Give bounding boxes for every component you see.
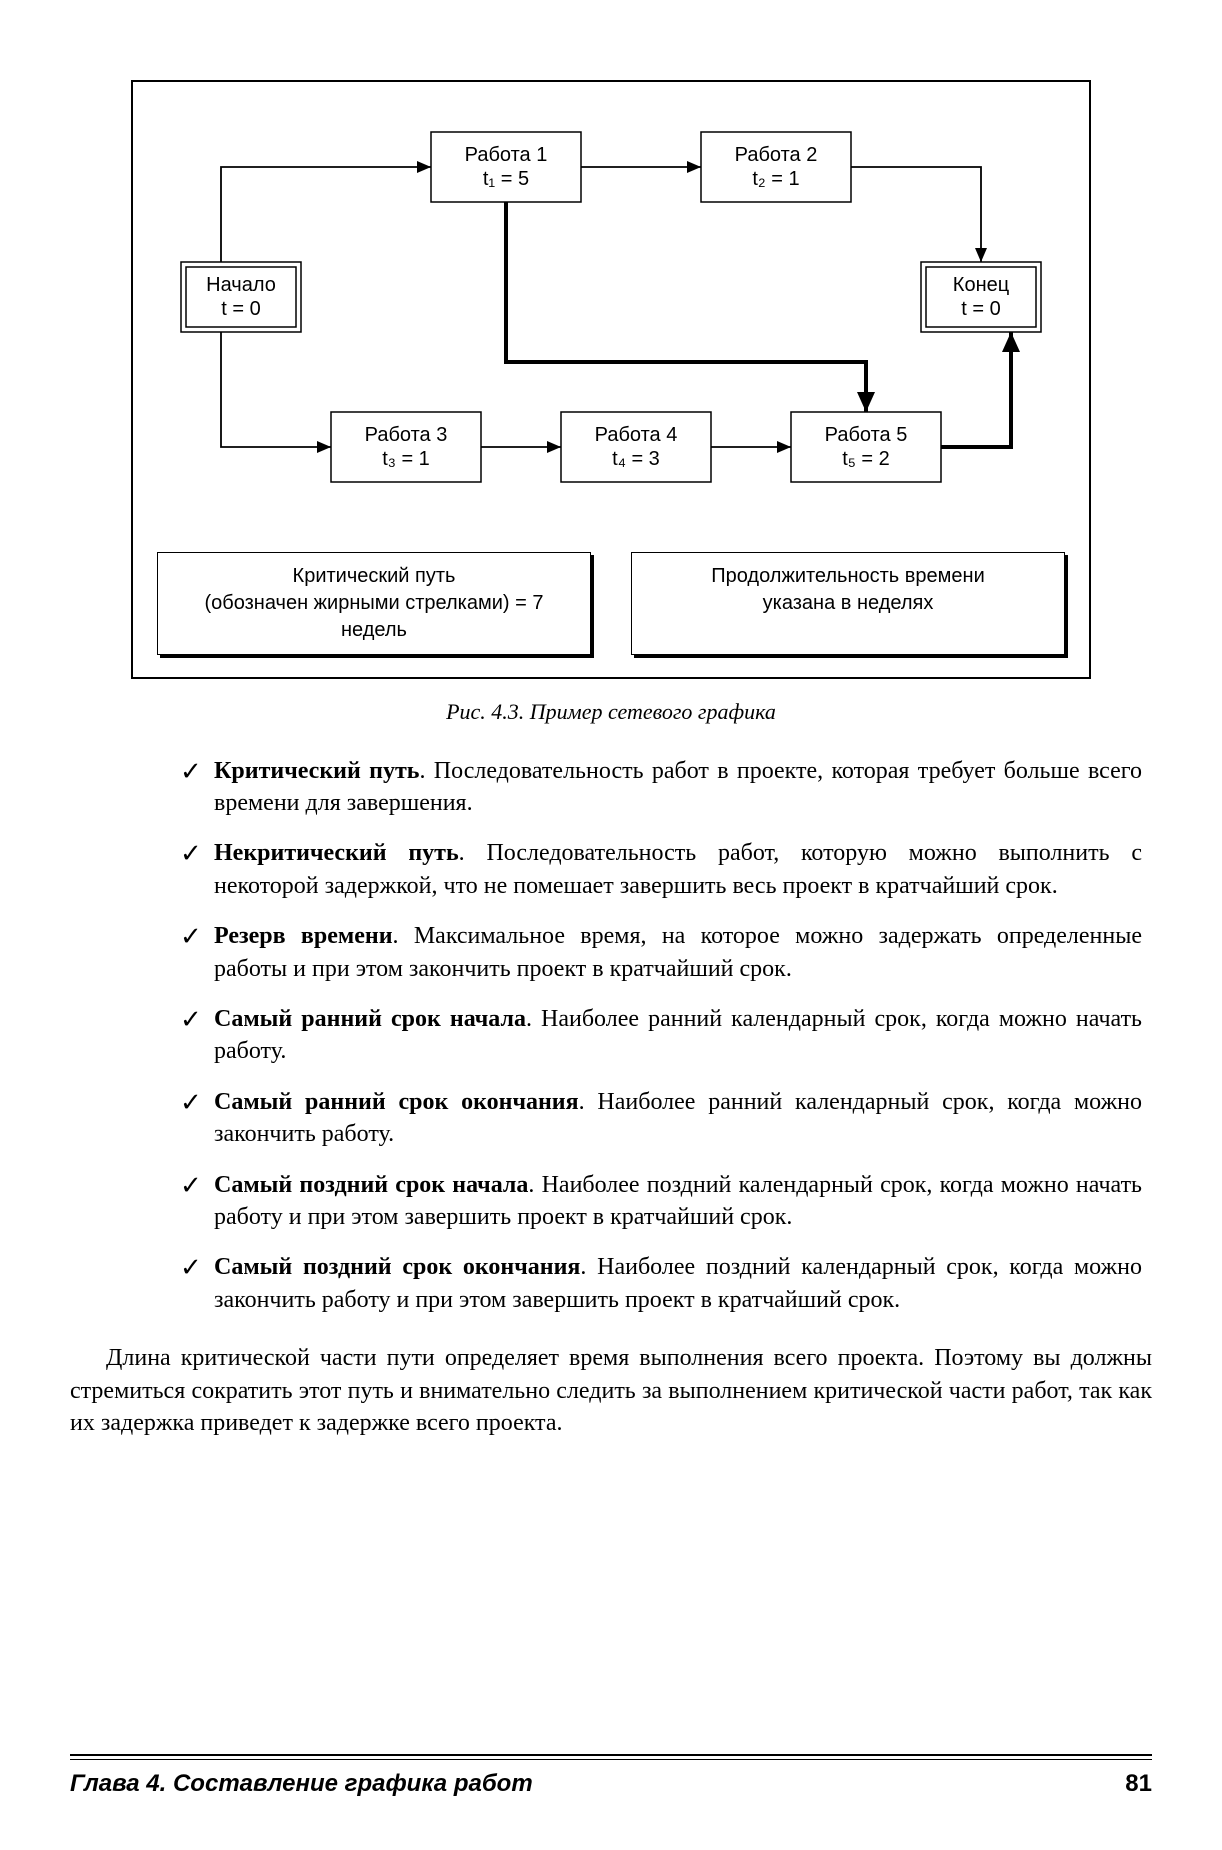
- chapter-label: Глава 4. Составление графика работ: [70, 1768, 533, 1800]
- definition-term: Критический путь: [214, 758, 419, 784]
- page-number: 81: [1125, 1768, 1152, 1800]
- node-w5: Работа 5t₅ = 2: [791, 412, 941, 482]
- svg-text:Начало: Начало: [206, 274, 276, 296]
- svg-text:Работа 5: Работа 5: [825, 424, 908, 446]
- legend-line: (обозначен жирными стрелками) = 7 недель: [180, 590, 568, 644]
- definition-term: Самый поздний срок окончания: [214, 1254, 580, 1280]
- check-icon: ✓: [180, 1251, 214, 1281]
- svg-text:Работа 3: Работа 3: [365, 424, 448, 446]
- svg-text:t₁ = 5: t₁ = 5: [483, 168, 529, 190]
- check-icon: ✓: [180, 837, 214, 867]
- definition-text: Самый поздний срок начала. Наиболее позд…: [214, 1169, 1142, 1234]
- definition-term: Самый ранний срок начала: [214, 1006, 526, 1032]
- check-icon: ✓: [180, 1169, 214, 1199]
- svg-text:Работа 2: Работа 2: [735, 144, 818, 166]
- svg-text:Работа 4: Работа 4: [595, 424, 678, 446]
- svg-text:t = 0: t = 0: [961, 298, 1000, 320]
- definition-item: ✓Критический путь. Последовательность ра…: [180, 755, 1142, 820]
- svg-text:t₃ = 1: t₃ = 1: [382, 448, 430, 470]
- definition-text: Самый ранний срок начала. Наиболее ранни…: [214, 1003, 1142, 1068]
- definition-term: Самый поздний срок начала: [214, 1172, 528, 1198]
- legend-time-units: Продолжительность времени указана в неде…: [631, 552, 1065, 655]
- definition-text: Критический путь. Последовательность раб…: [214, 755, 1142, 820]
- definition-item: ✓Некритический путь. Последовательность …: [180, 837, 1142, 902]
- svg-text:t₂ = 1: t₂ = 1: [752, 168, 799, 190]
- definition-item: ✓Самый ранний срок начала. Наиболее ранн…: [180, 1003, 1142, 1068]
- network-diagram: Началоt = 0Работа 1t₁ = 5Работа 2t₂ = 1Р…: [161, 112, 1061, 522]
- figure-caption: Рис. 4.3. Пример сетевого графика: [70, 697, 1152, 727]
- svg-text:t₅ = 2: t₅ = 2: [842, 448, 890, 470]
- legend-line: указана в неделях: [654, 590, 1042, 617]
- legend-row: Критический путь (обозначен жирными стре…: [157, 552, 1065, 655]
- definition-item: ✓Самый ранний срок окончания. Наиболее р…: [180, 1086, 1142, 1151]
- svg-text:t = 0: t = 0: [221, 298, 260, 320]
- node-w4: Работа 4t₄ = 3: [561, 412, 711, 482]
- node-end: Конецt = 0: [921, 262, 1041, 332]
- legend-critical-path: Критический путь (обозначен жирными стре…: [157, 552, 591, 655]
- definitions-list: ✓Критический путь. Последовательность ра…: [180, 755, 1142, 1316]
- svg-text:t₄ = 3: t₄ = 3: [612, 448, 660, 470]
- legend-line: Продолжительность времени: [654, 563, 1042, 590]
- svg-text:Конец: Конец: [953, 274, 1009, 296]
- definition-term: Некритический путь: [214, 840, 459, 866]
- definition-text: Некритический путь. Последовательность р…: [214, 837, 1142, 902]
- definition-text: Самый поздний срок окончания. Наиболее п…: [214, 1251, 1142, 1316]
- definition-item: ✓Самый поздний срок начала. Наиболее поз…: [180, 1169, 1142, 1234]
- legend-line: Критический путь: [180, 563, 568, 590]
- definition-text: Резерв времени. Максимальное время, на к…: [214, 920, 1142, 985]
- definition-term: Самый ранний срок окончания: [214, 1089, 579, 1115]
- svg-text:Работа 1: Работа 1: [465, 144, 548, 166]
- check-icon: ✓: [180, 920, 214, 950]
- node-start: Началоt = 0: [181, 262, 301, 332]
- footer-rule: [70, 1754, 1152, 1760]
- body-paragraph: Длина критической части пути определяет …: [70, 1342, 1152, 1439]
- definition-term: Резерв времени: [214, 923, 393, 949]
- node-w3: Работа 3t₃ = 1: [331, 412, 481, 482]
- definition-text: Самый ранний срок окончания. Наиболее ра…: [214, 1086, 1142, 1151]
- check-icon: ✓: [180, 1086, 214, 1116]
- definition-item: ✓Самый поздний срок окончания. Наиболее …: [180, 1251, 1142, 1316]
- page-footer: Глава 4. Составление графика работ 81: [70, 1768, 1152, 1800]
- check-icon: ✓: [180, 755, 214, 785]
- definition-item: ✓Резерв времени. Максимальное время, на …: [180, 920, 1142, 985]
- check-icon: ✓: [180, 1003, 214, 1033]
- diagram-frame: Началоt = 0Работа 1t₁ = 5Работа 2t₂ = 1Р…: [131, 80, 1091, 679]
- node-w1: Работа 1t₁ = 5: [431, 132, 581, 202]
- node-w2: Работа 2t₂ = 1: [701, 132, 851, 202]
